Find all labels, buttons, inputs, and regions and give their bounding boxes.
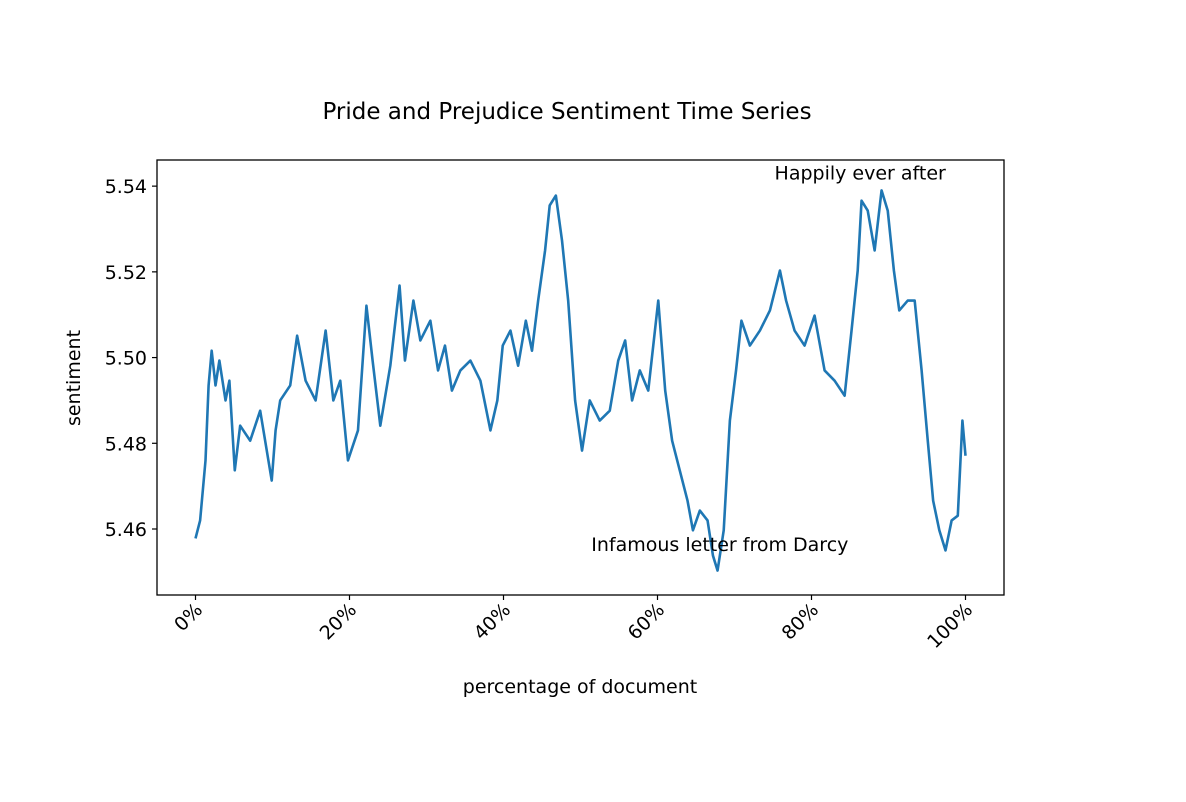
y-tick-label: 5.50 <box>105 348 147 370</box>
y-axis-label: sentiment <box>63 330 85 426</box>
annotation: Infamous letter from Darcy <box>591 534 848 556</box>
y-tick-label: 5.48 <box>105 433 147 455</box>
y-tick-label: 5.46 <box>105 519 147 541</box>
chart-title: Pride and Prejudice Sentiment Time Serie… <box>322 99 811 125</box>
y-tick-label: 5.52 <box>105 262 147 284</box>
y-tick-label: 5.54 <box>105 176 147 198</box>
x-axis-label: percentage of document <box>463 676 697 698</box>
annotation: Happily ever after <box>775 163 947 185</box>
line-series <box>194 189 967 572</box>
plot-frame <box>156 159 1005 596</box>
